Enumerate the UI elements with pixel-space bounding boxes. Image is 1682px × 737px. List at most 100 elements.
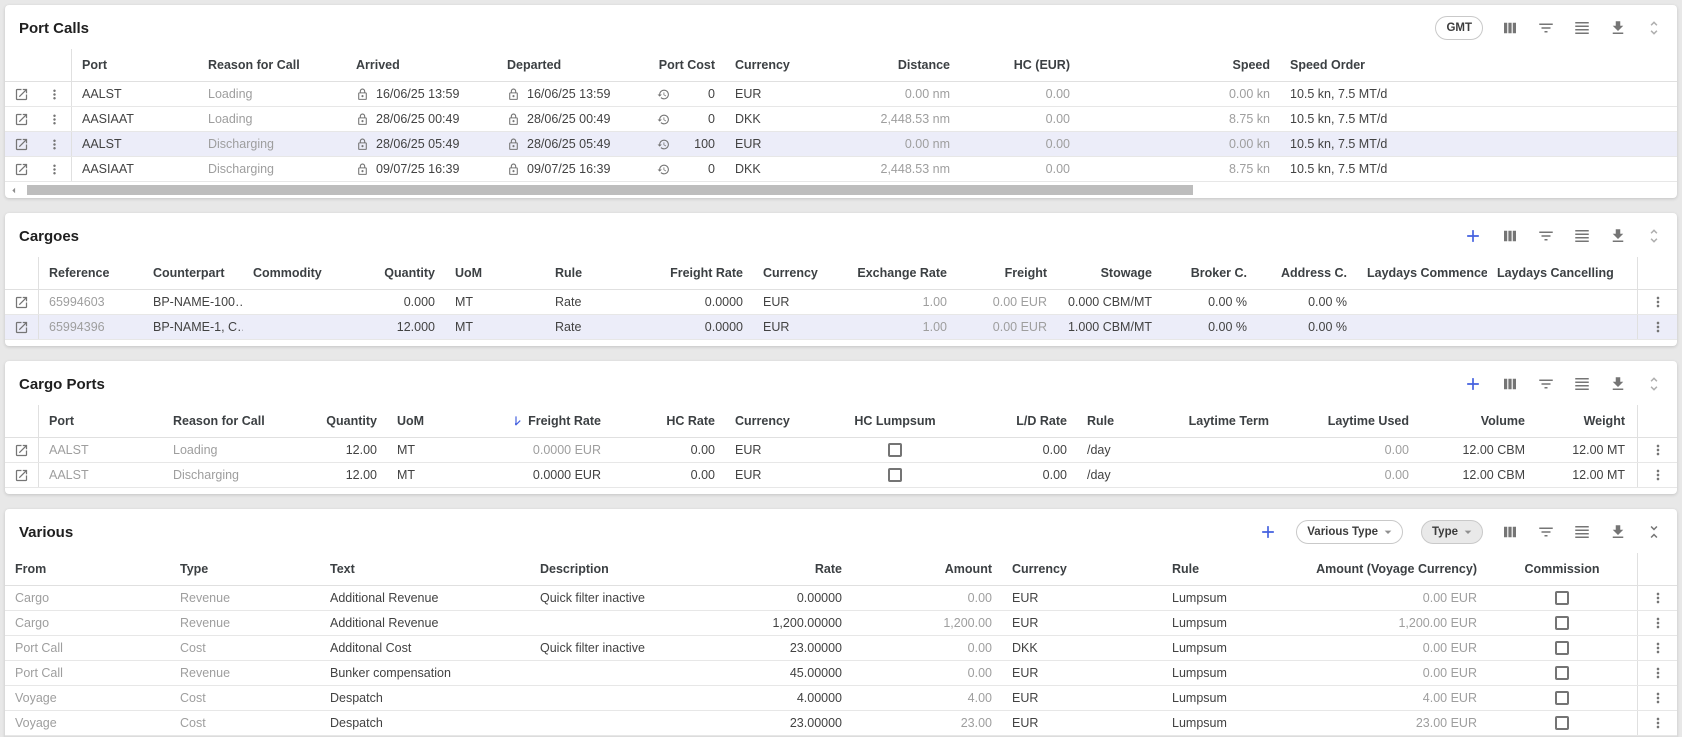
- density-icon[interactable]: [1573, 227, 1591, 245]
- add-row-button[interactable]: [1463, 374, 1483, 394]
- open-row-button[interactable]: [5, 87, 38, 102]
- column-header-speed[interactable]: Speed: [1232, 58, 1270, 72]
- unfold-icon[interactable]: [1645, 227, 1663, 245]
- row-menu-button[interactable]: [1637, 636, 1677, 660]
- table-row[interactable]: Cargo Revenue Additional Revenue Quick filt…: [5, 586, 1677, 611]
- table-row[interactable]: 65994603 BP-NAME-100… 0.000 MT Rate 0.0000 EUR…: [5, 290, 1677, 315]
- unfold-icon[interactable]: [1645, 19, 1663, 37]
- checkbox-unchecked[interactable]: [1555, 591, 1569, 605]
- column-header-reason-for-call[interactable]: Reason for Call: [173, 414, 265, 428]
- column-header-reference[interactable]: Reference: [49, 266, 110, 280]
- table-row[interactable]: AALST Discharging 12.00 MT 0.0000 EUR 0.00 EUR…: [5, 463, 1677, 488]
- row-menu-button[interactable]: [1637, 686, 1677, 710]
- row-menu-button[interactable]: [1637, 586, 1677, 610]
- unfold-icon[interactable]: [1645, 375, 1663, 393]
- column-header-l-d-rate[interactable]: L/D Rate: [1016, 414, 1067, 428]
- table-row[interactable]: Port Call Cost Additonal Cost Quick filter …: [5, 636, 1677, 661]
- checkbox-unchecked[interactable]: [888, 468, 902, 482]
- open-row-button[interactable]: [5, 295, 38, 310]
- density-icon[interactable]: [1573, 19, 1591, 37]
- open-row-button[interactable]: [5, 320, 38, 335]
- filter-icon[interactable]: [1537, 19, 1555, 37]
- table-row[interactable]: AALST Discharging 28/06/25 05:49 28/06/25 0…: [5, 132, 1677, 157]
- row-menu-button[interactable]: [1637, 661, 1677, 685]
- columns-icon[interactable]: [1501, 375, 1519, 393]
- column-header-departed[interactable]: Departed: [507, 58, 562, 72]
- column-header-laydays-cancelling[interactable]: Laydays Cancelling: [1497, 266, 1614, 280]
- type-chip[interactable]: Type: [1421, 520, 1483, 544]
- columns-icon[interactable]: [1501, 523, 1519, 541]
- table-row[interactable]: 65994396 BP-NAME-1, C… 12.000 MT Rate 0.0000 E…: [5, 315, 1677, 340]
- column-header-commodity[interactable]: Commodity: [253, 266, 322, 280]
- filter-icon[interactable]: [1537, 523, 1555, 541]
- column-header-quantity[interactable]: Quantity: [326, 414, 377, 428]
- column-header-broker-c[interactable]: Broker C.: [1190, 266, 1247, 280]
- column-header-weight[interactable]: Weight: [1583, 414, 1625, 428]
- column-header-hc-eur[interactable]: HC (EUR): [1013, 58, 1070, 72]
- column-header-currency[interactable]: Currency: [1012, 562, 1067, 576]
- table-row[interactable]: Voyage Cost Despatch 4.00000 4.00 EUR Lumpsum 4…: [5, 686, 1677, 711]
- row-menu-button[interactable]: [38, 87, 71, 102]
- column-header-reason-for-call[interactable]: Reason for Call: [208, 58, 300, 72]
- column-header-exchange-rate[interactable]: Exchange Rate: [857, 266, 947, 280]
- filter-icon[interactable]: [1537, 375, 1555, 393]
- column-header-address-c[interactable]: Address C.: [1281, 266, 1347, 280]
- column-header-counterpart[interactable]: Counterpart: [153, 266, 225, 280]
- column-header-text[interactable]: Text: [330, 562, 355, 576]
- row-menu-button[interactable]: [38, 162, 71, 177]
- column-header-commission[interactable]: Commission: [1524, 562, 1600, 576]
- filter-icon[interactable]: [1537, 227, 1555, 245]
- checkbox-unchecked[interactable]: [1555, 716, 1569, 730]
- columns-icon[interactable]: [1501, 19, 1519, 37]
- row-menu-button[interactable]: [1637, 611, 1677, 635]
- download-icon[interactable]: [1609, 19, 1627, 37]
- download-icon[interactable]: [1609, 227, 1627, 245]
- column-header-laytime-used[interactable]: Laytime Used: [1327, 414, 1409, 428]
- column-header-uom[interactable]: UoM: [455, 266, 483, 280]
- column-header-hc-lumpsum[interactable]: HC Lumpsum: [854, 414, 936, 428]
- column-header-port[interactable]: Port: [82, 58, 107, 72]
- table-row[interactable]: AASIAAT Loading 28/06/25 00:49 28/06/25 00:…: [5, 107, 1677, 132]
- add-row-button[interactable]: [1463, 226, 1483, 246]
- add-row-button[interactable]: [1258, 522, 1278, 542]
- scrollbar-thumb[interactable]: [27, 185, 1194, 195]
- column-header-currency[interactable]: Currency: [735, 58, 790, 72]
- column-header-port-cost[interactable]: Port Cost: [658, 58, 715, 72]
- column-header-amount[interactable]: Amount: [944, 562, 992, 576]
- columns-icon[interactable]: [1501, 227, 1519, 245]
- column-header-description[interactable]: Description: [540, 562, 609, 576]
- open-row-button[interactable]: [5, 162, 38, 177]
- column-header-stowage[interactable]: Stowage: [1100, 266, 1152, 280]
- column-header-laydays-commence[interactable]: Laydays Commence: [1367, 266, 1487, 280]
- column-header-rule[interactable]: Rule: [1172, 562, 1200, 576]
- column-header-freight-rate[interactable]: Freight Rate: [670, 266, 743, 280]
- open-row-button[interactable]: [5, 468, 38, 483]
- row-menu-button[interactable]: [1637, 438, 1677, 462]
- row-menu-button[interactable]: [38, 112, 71, 127]
- open-row-button[interactable]: [5, 137, 38, 152]
- column-header-uom[interactable]: UoM: [397, 414, 425, 428]
- download-icon[interactable]: [1609, 523, 1627, 541]
- column-header-freight-rate[interactable]: Freight Rate: [515, 405, 611, 437]
- row-menu-button[interactable]: [38, 137, 71, 152]
- density-icon[interactable]: [1573, 375, 1591, 393]
- row-menu-button[interactable]: [1637, 463, 1677, 487]
- column-header-type[interactable]: Type: [180, 562, 209, 576]
- column-header-quantity[interactable]: Quantity: [384, 266, 435, 280]
- column-header-amount-voyage-currency[interactable]: Amount (Voyage Currency): [1316, 562, 1477, 576]
- table-row[interactable]: AALST Loading 16/06/25 13:59 16/06/25 13:59…: [5, 82, 1677, 107]
- open-row-button[interactable]: [5, 112, 38, 127]
- density-icon[interactable]: [1573, 523, 1591, 541]
- checkbox-unchecked[interactable]: [1555, 641, 1569, 655]
- table-row[interactable]: Voyage Cost Despatch 23.00000 23.00 EUR Lumpsu…: [5, 711, 1677, 736]
- open-row-button[interactable]: [5, 443, 38, 458]
- column-header-hc-rate[interactable]: HC Rate: [666, 414, 715, 428]
- column-header-laytime-term[interactable]: Laytime Term: [1188, 414, 1269, 428]
- table-row[interactable]: Port Call Revenue Bunker compensation 45.00…: [5, 661, 1677, 686]
- column-header-distance[interactable]: Distance: [897, 58, 950, 72]
- row-menu-button[interactable]: [1637, 711, 1677, 735]
- column-header-rate[interactable]: Rate: [814, 562, 842, 576]
- various-type-chip[interactable]: Various Type: [1296, 520, 1403, 544]
- checkbox-unchecked[interactable]: [1555, 616, 1569, 630]
- table-row[interactable]: AALST Loading 12.00 MT 0.0000 EUR 0.00 EUR 0.00…: [5, 438, 1677, 463]
